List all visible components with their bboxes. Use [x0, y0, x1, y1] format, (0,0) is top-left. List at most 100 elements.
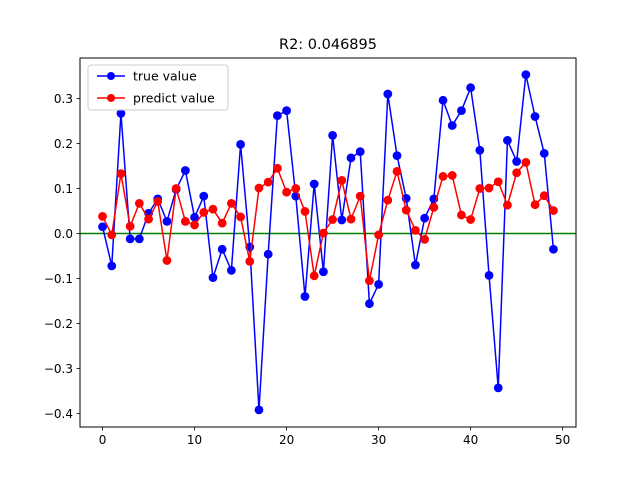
predict-value-point — [116, 169, 126, 179]
predict-value-point — [429, 202, 439, 212]
true-value-point — [355, 147, 365, 157]
predict-value-point — [245, 256, 255, 266]
predict-value-point — [512, 168, 522, 178]
true-value-point — [447, 121, 457, 130]
true-value-point — [309, 179, 319, 189]
true-value-point — [530, 112, 540, 121]
true-value-point — [484, 270, 494, 280]
legend: true value predict value — [87, 64, 229, 111]
true-value-point — [217, 244, 227, 254]
true-value-point — [374, 279, 384, 289]
true-value-point — [503, 135, 512, 145]
true-value-legend-marker — [107, 72, 115, 80]
predict-value-point — [383, 195, 393, 205]
y-tick-label: 0.3 — [54, 92, 73, 106]
predict-value-point — [337, 175, 347, 185]
true-value-point — [328, 130, 338, 140]
true-value-point — [512, 157, 522, 166]
predict-value-point — [180, 216, 190, 226]
predict-value-point — [346, 214, 356, 224]
true-value-point — [493, 383, 503, 393]
predict-value-point — [162, 256, 172, 265]
predict-value-point — [475, 184, 485, 193]
predict-value-point — [107, 230, 117, 240]
true-value-point — [549, 244, 558, 254]
x-tick-label: 20 — [279, 433, 294, 447]
true-value-point — [98, 222, 107, 232]
predict-value-point — [226, 198, 236, 208]
predict-value-point — [263, 177, 273, 187]
true-value-point — [226, 265, 236, 275]
predict-value-point — [208, 204, 218, 214]
true-value-point — [263, 249, 273, 259]
true-value-point — [125, 234, 135, 244]
true-value-point — [318, 267, 328, 277]
true-value-legend-label: true value — [133, 69, 197, 84]
predict-value-point — [447, 171, 457, 180]
predict-value-point — [328, 215, 338, 224]
true-value-point — [254, 405, 264, 415]
x-tick-label: 10 — [187, 433, 202, 447]
y-tick-label: −0.2 — [44, 317, 73, 331]
true-value-point — [282, 106, 291, 116]
true-value-point — [300, 292, 310, 301]
predict-value-point — [134, 198, 144, 208]
true-value-point — [411, 260, 420, 270]
true-value-point — [199, 191, 209, 201]
true-value-point — [466, 83, 476, 93]
predict-value-point — [309, 271, 319, 281]
predict-value-point — [457, 210, 466, 220]
y-tick-label: 0.2 — [54, 137, 73, 151]
plot-area — [80, 70, 576, 415]
predict-value-point — [125, 221, 135, 231]
predict-value-point — [254, 183, 264, 193]
true-value-point — [457, 106, 466, 116]
predict-value-point — [153, 197, 163, 206]
predict-value-point — [466, 215, 476, 224]
predict-value-point — [521, 157, 531, 167]
true-value-point — [208, 273, 218, 283]
axes-frame — [79, 57, 577, 428]
predict-value-point — [217, 218, 227, 228]
y-tick-label: −0.3 — [44, 362, 73, 376]
predict-value-legend-marker — [107, 94, 115, 102]
predict-value-point — [171, 184, 181, 193]
predict-value-point — [539, 191, 549, 201]
y-tick-label: 0.0 — [54, 227, 73, 241]
y-tick-label: 0.1 — [54, 182, 73, 196]
true-value-point — [420, 213, 430, 223]
predict-value-point — [438, 171, 448, 181]
predict-value-point — [318, 228, 328, 238]
predict-value-point — [392, 166, 402, 176]
true-value-point — [236, 139, 245, 149]
true-value-point — [162, 216, 172, 226]
predict-value-point — [236, 212, 245, 222]
true-value-point — [346, 153, 356, 163]
plot-marks — [80, 70, 576, 415]
predict-value-point — [98, 211, 107, 221]
predict-value-point — [291, 184, 301, 193]
predict-value-point — [549, 206, 558, 215]
predict-value-point — [144, 214, 153, 224]
predict-value-point — [374, 230, 384, 240]
predict-value-point — [199, 207, 209, 217]
x-tick-label: 50 — [555, 433, 570, 447]
y-tick-label: −0.4 — [44, 407, 73, 421]
true-value-point — [107, 261, 117, 271]
predict-value-point — [503, 200, 512, 210]
chart-title: R2: 0.046895 — [279, 37, 377, 53]
true-value-point — [337, 215, 347, 225]
true-value-point — [180, 166, 190, 175]
predict-value-point — [484, 183, 494, 193]
predict-value-point — [493, 177, 503, 187]
y-tick-label: −0.1 — [44, 272, 73, 286]
predict-value-legend-label: predict value — [133, 91, 215, 106]
x-tick-label: 0 — [99, 433, 107, 447]
true-value-point — [438, 95, 448, 105]
x-tick-label: 40 — [463, 433, 478, 447]
true-value-point — [521, 70, 531, 80]
predict-value-point — [411, 225, 420, 235]
true-value-point — [392, 151, 402, 161]
predict-value-point — [420, 234, 430, 244]
predict-value-point — [355, 191, 365, 201]
